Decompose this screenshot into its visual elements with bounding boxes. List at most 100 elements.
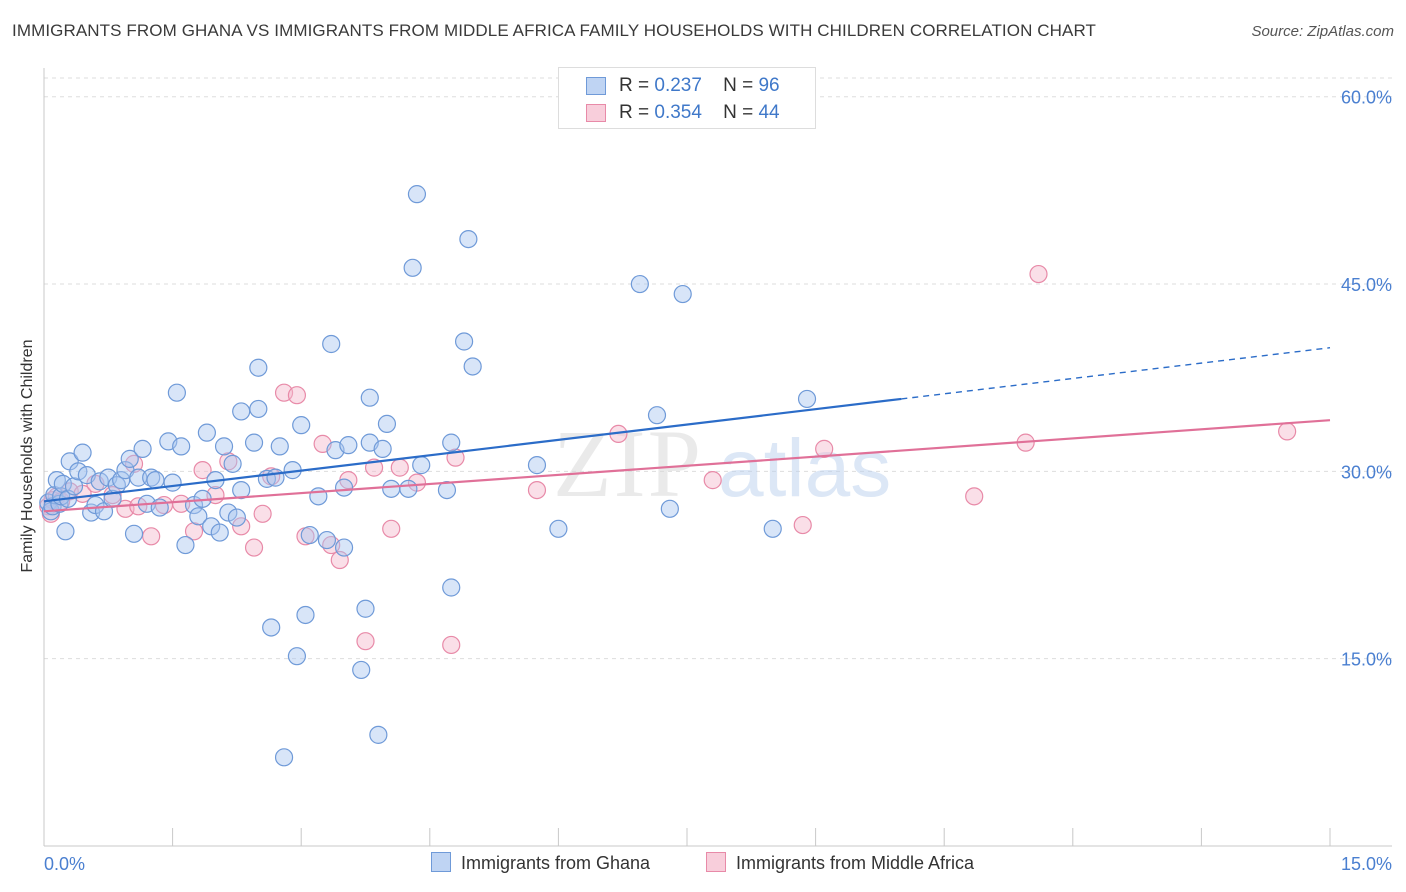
point-ghana [300,525,319,545]
point-ghana [120,449,139,468]
point-ghana [454,332,474,351]
point-ghana [463,357,482,376]
point-ghana [442,433,461,452]
point-ghana [262,618,281,637]
legend-label-middle-africa: Immigrants from Middle Africa [736,853,975,873]
point-ghana [334,478,354,497]
point-ghana [219,503,238,522]
point-middle-africa [1029,264,1048,284]
point-ghana [334,538,354,557]
legend-n-label: N = [723,75,754,96]
legend-swatch-middle-africa [706,852,726,872]
point-ghana [673,284,692,304]
point-ghana [399,479,418,498]
trend-line-ghana [43,397,902,503]
point-ghana [223,454,242,473]
point-middle-africa [184,522,204,541]
legend-n-label: N = [723,102,754,123]
y-tick-label: 30.0% [1341,462,1392,482]
point-middle-africa [172,494,191,513]
series-ghana-points [39,185,817,767]
y-tick-label: 60.0% [1341,88,1392,108]
point-ghana [73,443,92,462]
point-ghana [317,530,337,550]
point-ghana [274,748,294,767]
watermark: ZIP atlas [553,410,891,517]
point-middle-africa [1278,422,1297,441]
point-ghana [369,725,388,744]
point-ghana [167,383,186,402]
point-ghana [412,456,431,475]
source-credit: Source: ZipAtlas.com [1251,23,1394,40]
correlation-legend: R = 0.237 N = 96 R = 0.354 N = 44 [558,67,816,129]
axes [43,68,1392,847]
point-ghana [270,437,289,456]
point-middle-africa [442,635,461,655]
point-ghana [360,388,379,407]
point-ghana [630,274,649,294]
series-legend: Immigrants from Ghana Immigrants from Mi… [0,852,1406,878]
point-middle-africa [142,527,161,546]
point-ghana [197,423,216,442]
point-ghana [377,414,397,434]
y-tick-label: 45.0% [1341,275,1392,295]
point-ghana [296,605,315,625]
point-ghana [373,439,392,458]
point-ghana [146,471,165,490]
point-ghana [227,508,246,527]
point-ghana [763,519,782,538]
legend-r-value-ghana: 0.237 [654,75,702,96]
point-ghana [232,402,251,421]
point-middle-africa [703,471,722,490]
legend-item-ghana: Immigrants from Ghana [431,852,650,874]
legend-r-label: R = [619,75,650,96]
point-ghana [232,480,251,500]
point-middle-africa [965,487,984,506]
point-ghana [56,522,75,541]
point-ghana [527,456,547,475]
watermark-zip: ZIP [553,410,703,517]
tick-labels: 15.0% 30.0% 45.0% 60.0% 0.0% 15.0% [44,88,1392,874]
point-ghana [249,399,268,419]
trend-line-middle-africa [43,419,1331,513]
point-ghana [407,185,427,204]
point-middle-africa [253,504,272,523]
legend-swatch-ghana [431,852,451,872]
point-ghana [133,439,152,458]
point-ghana [549,519,568,538]
point-ghana [356,599,375,618]
point-middle-africa [232,517,251,536]
point-middle-africa [193,461,212,480]
point-ghana [322,334,341,354]
trend-line-ghana-projection [901,347,1331,400]
point-ghana [647,406,667,425]
point-ghana [249,358,268,377]
chart-title: IMMIGRANTS FROM GHANA VS IMMIGRANTS FROM… [12,21,1097,40]
legend-r-value-middle-africa: 0.354 [654,102,702,123]
point-ghana [382,479,401,498]
legend-n-value-ghana: 96 [758,75,780,96]
point-ghana [176,535,195,555]
point-ghana [442,578,461,597]
legend-swatch-middle-africa [586,104,606,122]
point-ghana [292,416,311,435]
point-ghana [266,468,285,487]
x-tick-label-min: 0.0% [44,854,85,874]
legend-swatch-ghana [586,77,606,95]
point-ghana [797,389,817,409]
point-middle-africa [527,480,547,500]
point-ghana [163,473,182,492]
y-tick-label: 15.0% [1341,650,1392,670]
point-ghana [214,437,234,456]
point-middle-africa [382,519,401,538]
point-middle-africa [793,515,812,535]
point-ghana [459,229,478,249]
point-ghana [64,477,84,496]
legend-n-value-middle-africa: 44 [758,102,780,123]
trend-lines [43,347,1331,513]
point-ghana [437,480,457,500]
legend-label-ghana: Immigrants from Ghana [461,853,651,873]
gridlines [44,77,1392,660]
point-ghana [352,660,371,680]
